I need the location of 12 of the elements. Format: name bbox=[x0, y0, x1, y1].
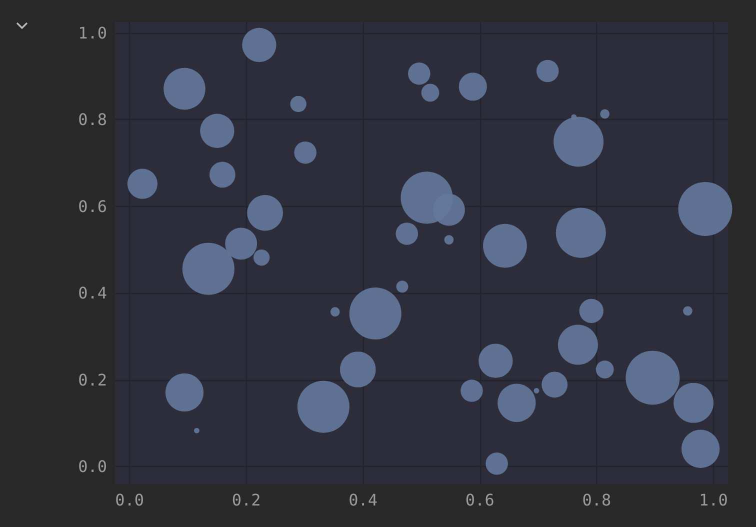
y-tick-label: 0.4 bbox=[78, 284, 107, 303]
y-tick-label: 0.0 bbox=[78, 457, 107, 476]
y-tick-label: 0.8 bbox=[78, 110, 107, 130]
x-tick-label: 1.0 bbox=[698, 490, 728, 510]
x-tick-label: 0.4 bbox=[348, 490, 378, 510]
x-tick-label: 0.6 bbox=[465, 490, 494, 510]
x-tick-label: 0.8 bbox=[582, 490, 612, 510]
y-tick-label: 0.2 bbox=[78, 370, 107, 390]
x-tick-label: 0.0 bbox=[115, 490, 144, 510]
y-tick-label: 0.6 bbox=[78, 196, 107, 216]
x-tick-label: 0.2 bbox=[232, 490, 261, 510]
y-tick-label: 1.0 bbox=[78, 23, 107, 42]
